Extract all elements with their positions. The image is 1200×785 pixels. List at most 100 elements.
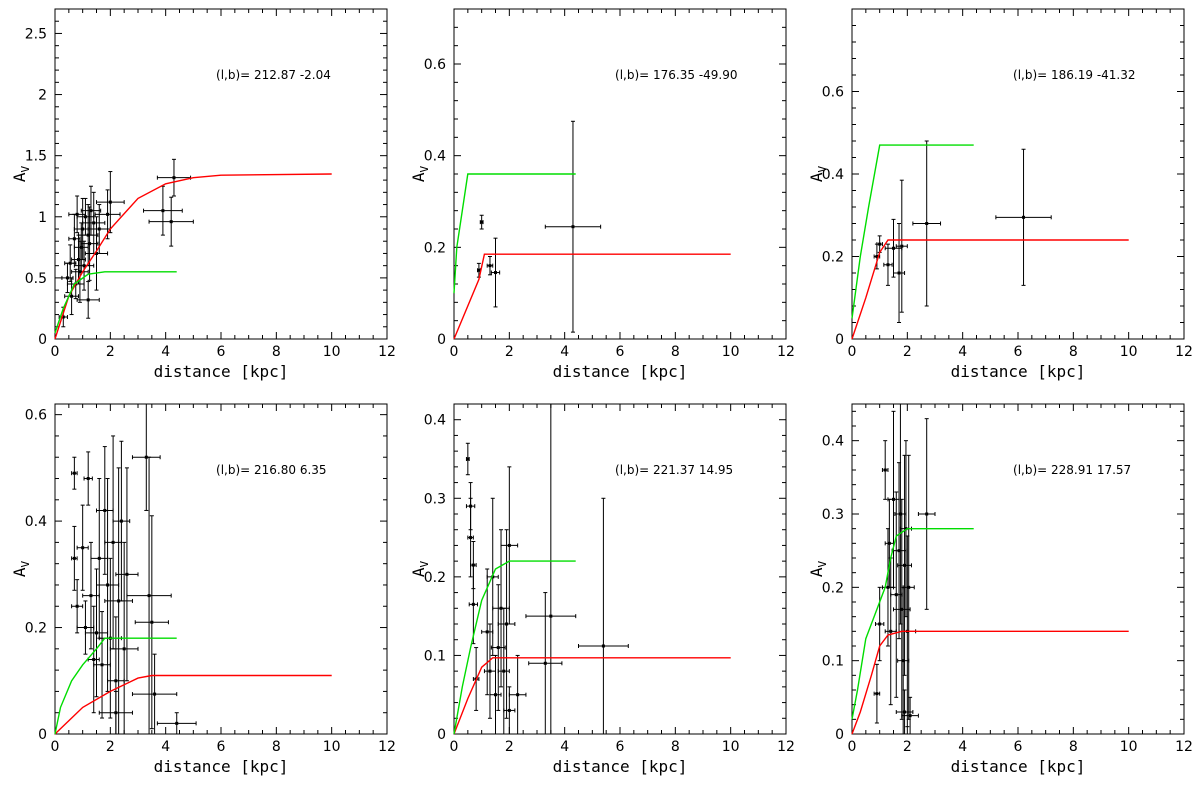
data-point <box>134 515 169 730</box>
red-model-curve <box>54 674 332 735</box>
x-axis-title: distance [kpc] <box>154 362 289 381</box>
x-axis-title: distance [kpc] <box>951 362 1086 381</box>
data-point <box>96 171 125 234</box>
point-marker <box>119 519 123 523</box>
red-model-curve <box>54 173 332 340</box>
point-marker <box>81 227 85 231</box>
data-point <box>508 654 527 735</box>
point-marker <box>97 556 101 560</box>
x-tick-label: 8 <box>272 739 281 755</box>
point-marker <box>75 604 79 608</box>
x-tick-label: 0 <box>51 344 60 360</box>
point-marker <box>601 644 605 648</box>
point-marker <box>496 646 500 650</box>
panel-3: 0 2 4 6 8 10 12 0 0.2 0.4 0.6 distance [kpc] AV (l,b)… <box>807 8 1193 381</box>
point-marker <box>903 563 907 567</box>
y-tick-label: 1.5 <box>25 149 47 165</box>
data-point <box>143 185 183 236</box>
data-point <box>71 525 78 591</box>
point-marker <box>150 620 154 624</box>
y-tick-label: 0.2 <box>424 570 446 586</box>
y-tick-label: 0.5 <box>25 271 47 287</box>
y-tick-label: 1 <box>38 210 47 226</box>
y-tick-label: 2 <box>38 88 47 104</box>
y-tick-label: 0.4 <box>25 514 47 530</box>
point-marker <box>83 215 87 219</box>
x-tick-label: 12 <box>378 739 396 755</box>
y-tick-label: 0.3 <box>424 491 446 507</box>
data-point <box>486 256 494 276</box>
lb-annotation: (l,b)= 221.37 14.95 <box>615 463 733 477</box>
point-marker <box>477 268 481 272</box>
point-marker <box>907 585 911 589</box>
point-marker <box>70 294 74 298</box>
green-model-curve <box>851 528 974 720</box>
data-point <box>901 696 919 735</box>
data-point <box>483 623 496 719</box>
x-tick-label: 10 <box>1120 344 1138 360</box>
x-tick-label: 8 <box>671 344 680 360</box>
data-point <box>481 568 494 696</box>
point-marker <box>82 264 86 268</box>
point-marker <box>122 647 126 651</box>
x-tick-label: 0 <box>51 739 60 755</box>
point-marker <box>117 599 121 603</box>
point-marker <box>904 527 908 531</box>
point-marker <box>88 242 92 246</box>
red-model-curve <box>851 239 1129 340</box>
x-tick-label: 2 <box>505 739 514 755</box>
x-tick-label: 8 <box>1069 344 1078 360</box>
y-tick-label: 0 <box>38 332 47 348</box>
data-point <box>83 451 93 506</box>
x-tick-label: 10 <box>722 739 740 755</box>
point-marker <box>901 659 905 663</box>
data-point <box>84 568 109 698</box>
x-tick-label: 6 <box>1014 739 1023 755</box>
point-marker <box>86 233 90 237</box>
data-point <box>578 497 629 735</box>
point-marker <box>908 714 912 718</box>
x-tick-label: 10 <box>323 344 341 360</box>
y-tick-label: 0 <box>835 332 844 348</box>
data-point <box>525 403 577 735</box>
data-point <box>876 235 883 253</box>
point-marker <box>144 455 148 459</box>
point-marker <box>103 508 107 512</box>
point-marker <box>875 255 879 258</box>
point-marker <box>95 631 98 635</box>
point-marker <box>897 549 901 553</box>
x-tick-label: 8 <box>671 739 680 755</box>
y-tick-label: 0.2 <box>25 621 47 637</box>
y-tick-label: 0.4 <box>822 167 844 183</box>
x-tick-label: 12 <box>777 739 795 755</box>
point-marker <box>571 225 575 229</box>
point-marker <box>516 693 520 697</box>
x-tick-label: 6 <box>1014 344 1023 360</box>
y-tick-label: 0.6 <box>25 408 47 424</box>
point-marker <box>97 227 101 231</box>
y-tick-label: 0.6 <box>822 85 844 101</box>
red-model-curve <box>453 253 731 340</box>
point-marker <box>488 264 492 268</box>
data-point <box>104 467 133 735</box>
data-point <box>912 140 942 307</box>
lb-annotation: (l,b)= 186.19 -41.32 <box>1013 68 1135 82</box>
panel-6: 0 2 4 6 8 10 12 0 0.1 0.2 0.3 0.4 distance [kpc] AV (l… <box>807 403 1193 776</box>
red-model-curve <box>453 657 731 735</box>
point-marker <box>886 263 890 267</box>
point-marker <box>89 209 93 213</box>
data-point <box>490 237 501 308</box>
y-tick-label: 0.2 <box>822 250 844 266</box>
data-point <box>887 410 900 588</box>
x-tick-label: 6 <box>217 739 226 755</box>
data-point <box>490 584 506 711</box>
x-tick-label: 4 <box>161 739 170 755</box>
y-tick-label: 0 <box>437 332 446 348</box>
point-marker <box>469 536 473 540</box>
data-point <box>893 223 906 323</box>
data-point <box>917 418 936 610</box>
point-marker <box>125 572 129 576</box>
x-tick-label: 2 <box>106 344 115 360</box>
point-marker <box>494 271 497 275</box>
point-marker <box>480 220 484 224</box>
